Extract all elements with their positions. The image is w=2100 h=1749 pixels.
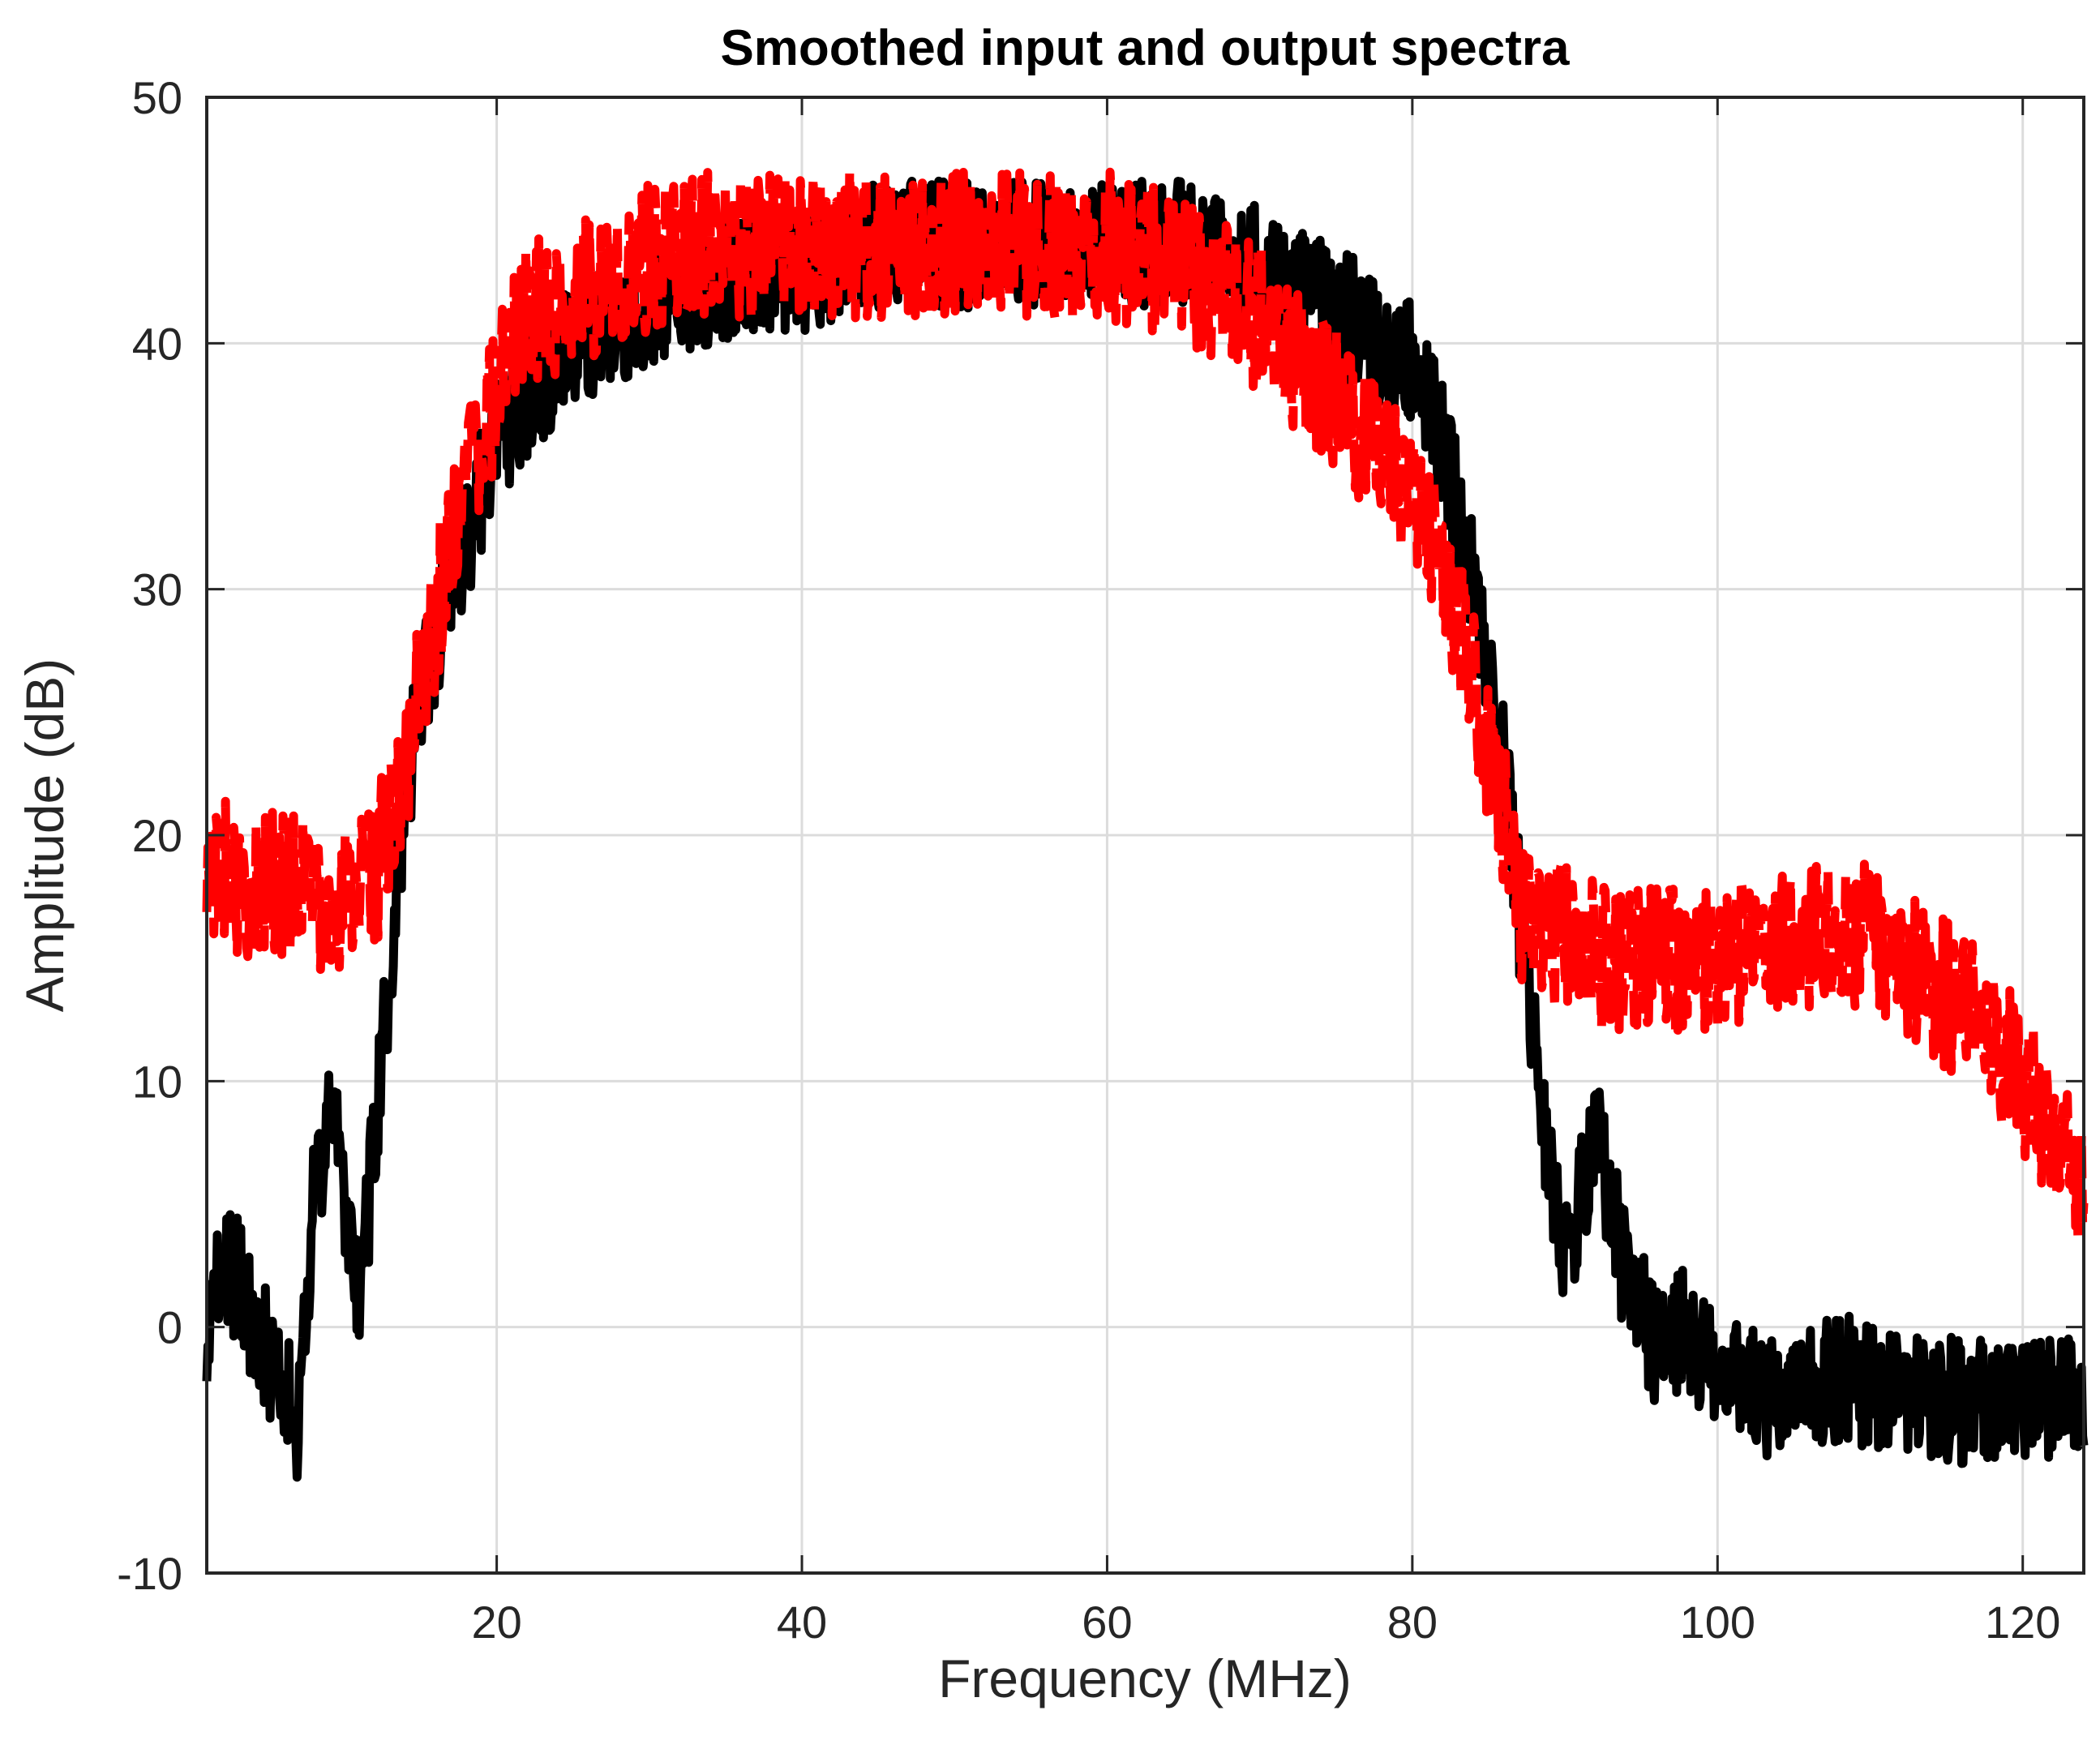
x-tick-label: 40 [777,1597,827,1648]
x-tick-label: 120 [1985,1597,2060,1648]
y-tick-label: 20 [132,810,182,861]
y-tick-label: 30 [132,564,182,615]
x-tick-labels: 20 40 60 80 100 120 [471,1597,2060,1648]
grid-lines [207,97,2084,1573]
y-tick-label: 40 [132,318,182,369]
y-tick-label: 50 [132,72,182,123]
x-tick-label: 100 [1680,1597,1755,1648]
y-tick-labels: -10 0 10 20 30 40 50 [117,72,182,1599]
y-tick-label: 10 [132,1056,182,1107]
x-axis-label: Frequency (MHz) [938,1648,1352,1708]
series-line-output [202,167,2089,1241]
axis-ticks [207,96,2084,1575]
y-tick-label: -10 [117,1548,182,1599]
x-tick-label: 20 [471,1597,521,1648]
y-axis-label: Amplitude (dB) [15,658,75,1013]
chart-title: Smoothed input and output spectra [720,20,1570,76]
series-layer [202,167,2089,1482]
x-tick-label: 80 [1387,1597,1438,1648]
y-tick-label: 0 [157,1302,182,1353]
x-tick-label: 60 [1082,1597,1132,1648]
